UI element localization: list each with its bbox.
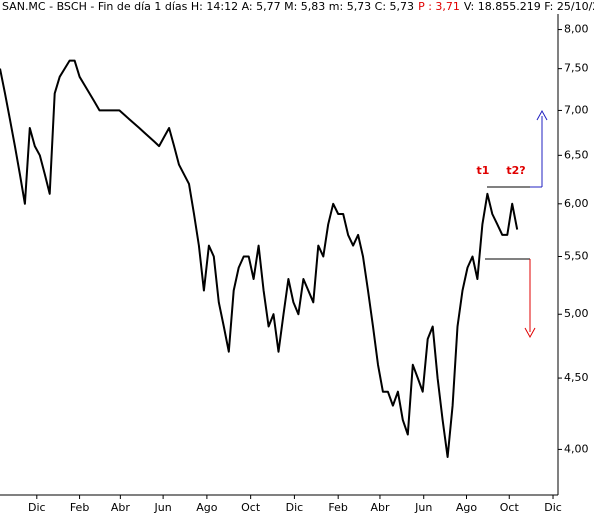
x-tick-label: Jun (414, 501, 432, 514)
x-tick-label: Feb (328, 501, 347, 514)
header-part: P : 3,71 (418, 0, 460, 13)
header-part: V: 18.855.219 F: 25/10/2012 (464, 0, 594, 13)
x-tick-label: Ago (456, 501, 478, 514)
x-tick-label: Abr (111, 501, 131, 514)
y-tick-label: 8,00 (564, 23, 589, 36)
price-line (0, 59, 519, 458)
x-tick-label: Dic (544, 501, 562, 514)
x-tick-label: Abr (370, 501, 390, 514)
x-tick-label: Oct (500, 501, 520, 514)
arrowhead-up (536, 109, 548, 121)
x-tick-label: Dic (286, 501, 304, 514)
y-tick-label: 7,50 (564, 62, 589, 75)
x-tick-label: Feb (70, 501, 89, 514)
x-tick-label: Jun (154, 501, 172, 514)
y-tick-label: 7,00 (564, 103, 589, 116)
x-tick-label: Dic (28, 501, 46, 514)
header-part: SAN.MC - BSCH - Fin de día 1 días H: 14:… (2, 0, 414, 13)
annotation: t1 (477, 164, 490, 177)
y-tick-label: 6,50 (564, 148, 589, 161)
y-tick-label: 5,50 (564, 250, 589, 263)
x-tick-label: Oct (241, 501, 261, 514)
y-tick-label: 6,00 (564, 197, 589, 210)
annotation: t2? (506, 164, 525, 177)
arrowhead-down (524, 327, 536, 339)
y-tick-label: 4,50 (564, 371, 589, 384)
header: SAN.MC - BSCH - Fin de día 1 días H: 14:… (2, 0, 594, 13)
x-tick-label: Ago (196, 501, 218, 514)
y-tick-label: 4,00 (564, 442, 589, 455)
y-tick-label: 5,00 (564, 307, 589, 320)
